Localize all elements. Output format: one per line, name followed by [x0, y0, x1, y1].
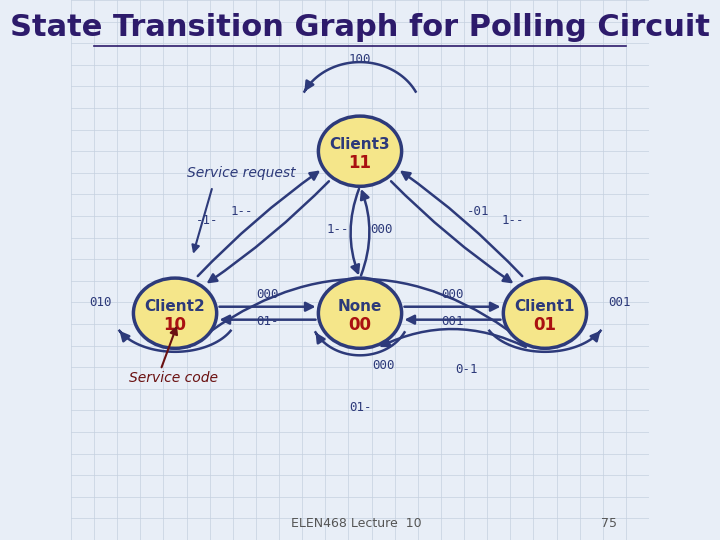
Text: 000: 000	[256, 288, 279, 301]
Text: 100: 100	[348, 53, 372, 66]
Text: Client2: Client2	[145, 299, 205, 314]
Text: None: None	[338, 299, 382, 314]
Text: 01: 01	[534, 316, 557, 334]
Text: -1-: -1-	[196, 214, 218, 227]
Ellipse shape	[318, 116, 402, 186]
Text: 000: 000	[372, 359, 395, 373]
Text: 00: 00	[348, 316, 372, 334]
Text: Client3: Client3	[330, 137, 390, 152]
Text: 11: 11	[348, 154, 372, 172]
Ellipse shape	[133, 278, 217, 348]
Text: 001: 001	[608, 296, 631, 309]
Text: Client1: Client1	[515, 299, 575, 314]
Text: 001: 001	[441, 315, 464, 328]
Text: 000: 000	[441, 288, 464, 301]
Text: State Transition Graph for Polling Circuit: State Transition Graph for Polling Circu…	[10, 12, 710, 42]
Text: 1--: 1--	[230, 205, 253, 218]
Text: 000: 000	[371, 223, 393, 236]
Text: Service code: Service code	[129, 371, 218, 385]
Text: ELEN468 Lecture  10: ELEN468 Lecture 10	[291, 517, 421, 530]
Text: 010: 010	[89, 296, 112, 309]
Text: Service request: Service request	[186, 166, 295, 180]
Text: 75: 75	[600, 517, 616, 530]
Text: 1--: 1--	[327, 223, 349, 236]
Text: 01-: 01-	[256, 315, 279, 328]
Text: 01-: 01-	[348, 401, 372, 414]
Text: -01: -01	[467, 205, 490, 218]
Text: 1--: 1--	[502, 214, 524, 227]
Ellipse shape	[318, 278, 402, 348]
Ellipse shape	[503, 278, 587, 348]
Text: 10: 10	[163, 316, 186, 334]
Text: 0-1: 0-1	[456, 363, 478, 376]
